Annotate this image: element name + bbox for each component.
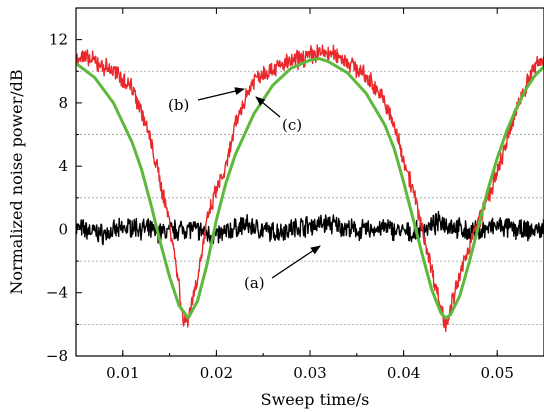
axis-ticks: 0.01 0.02 0.03 0.04 0.05 −8 −4 0 4 8 12 — [46, 7, 544, 382]
y-tick-label: 12 — [49, 31, 68, 49]
series-a-line — [76, 210, 544, 246]
x-tick-label: 0.04 — [387, 364, 420, 382]
x-tick-label: 0.02 — [200, 364, 233, 382]
annotation-c-arrow — [255, 96, 281, 118]
annotation-a: (a) — [244, 245, 321, 292]
x-tick-label: 0.03 — [293, 364, 326, 382]
y-tick-label: −8 — [46, 347, 68, 365]
x-tick-label: 0.05 — [480, 364, 513, 382]
annotation-c: (c) — [255, 96, 302, 134]
annotation-b-arrow — [197, 87, 245, 101]
y-tick-label: 8 — [58, 94, 68, 112]
series-c-line — [76, 57, 544, 320]
annotation-a-label: (a) — [244, 274, 265, 292]
series-b-line — [76, 44, 544, 333]
grid-lines — [76, 70, 544, 325]
y-tick-label: 4 — [58, 157, 68, 175]
y-tick-label: 0 — [58, 220, 68, 238]
annotation-b-label: (b) — [168, 96, 189, 114]
y-axis-label: Normalized noise power/dB — [7, 69, 26, 294]
annotation-c-label: (c) — [282, 116, 302, 134]
x-tick-label: 0.01 — [106, 364, 139, 382]
y-tick-label: −4 — [46, 284, 68, 302]
annotation-b: (b) — [168, 87, 245, 114]
x-axis-label: Sweep time/s — [261, 390, 370, 409]
annotation-a-arrow — [271, 245, 321, 279]
series-layer — [76, 44, 544, 333]
